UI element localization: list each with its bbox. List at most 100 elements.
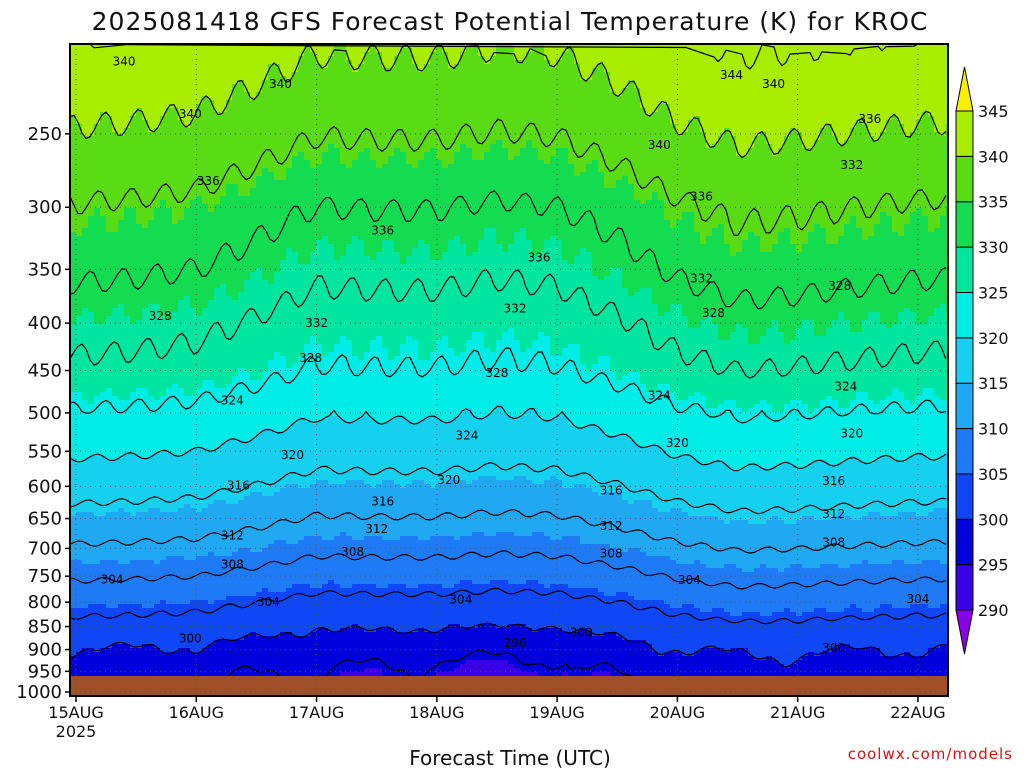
theta-cell <box>148 168 155 173</box>
theta-cell <box>448 52 455 57</box>
theta-cell <box>802 88 809 93</box>
theta-cell <box>634 152 641 157</box>
theta-cell <box>238 152 245 157</box>
theta-cell <box>202 72 209 77</box>
theta-cell <box>874 60 881 65</box>
theta-cell <box>574 112 581 117</box>
theta-cell <box>298 80 305 85</box>
theta-cell <box>712 64 719 69</box>
theta-cell <box>382 124 389 129</box>
theta-cell <box>790 136 797 141</box>
theta-cell <box>694 164 701 169</box>
theta-cell <box>562 100 569 105</box>
theta-cell <box>478 120 485 125</box>
theta-cell <box>892 176 899 181</box>
theta-cell <box>910 60 917 65</box>
theta-cell <box>688 172 695 177</box>
theta-cell <box>748 120 755 125</box>
theta-cell <box>400 156 407 161</box>
theta-cell <box>88 72 95 77</box>
theta-cell <box>94 176 101 181</box>
theta-cell <box>148 116 155 121</box>
theta-cell <box>940 52 947 57</box>
theta-cell <box>208 52 215 57</box>
theta-cell <box>394 96 401 101</box>
theta-cell <box>466 172 473 177</box>
theta-cell <box>172 136 179 141</box>
theta-cell <box>448 108 455 113</box>
theta-cell <box>388 156 395 161</box>
theta-cell <box>862 80 869 85</box>
theta-cell <box>946 140 953 145</box>
theta-cell <box>286 96 293 101</box>
theta-cell <box>76 68 83 73</box>
theta-cell <box>886 176 893 181</box>
theta-cell <box>88 112 95 117</box>
theta-cell <box>406 76 413 81</box>
theta-cell <box>166 156 173 161</box>
theta-cell <box>508 168 515 173</box>
theta-cell <box>172 176 179 181</box>
theta-cell <box>658 96 665 101</box>
theta-cell <box>790 72 797 77</box>
theta-cell <box>334 168 341 173</box>
theta-cell <box>916 88 923 93</box>
theta-cell <box>232 116 239 121</box>
theta-cell <box>778 72 785 77</box>
theta-cell <box>352 104 359 109</box>
theta-cell <box>250 72 257 77</box>
theta-cell <box>910 100 917 105</box>
theta-cell <box>226 60 233 65</box>
theta-cell <box>334 88 341 93</box>
theta-cell <box>346 116 353 121</box>
theta-cell <box>106 76 113 81</box>
theta-cell <box>184 48 191 53</box>
theta-cell <box>220 120 227 125</box>
theta-cell <box>934 136 941 141</box>
theta-cell <box>154 56 161 61</box>
theta-cell <box>628 108 635 113</box>
theta-cell <box>766 120 773 125</box>
theta-cell <box>106 172 113 177</box>
theta-cell <box>808 116 815 121</box>
theta-cell <box>562 156 569 161</box>
theta-cell <box>136 172 143 177</box>
theta-cell <box>280 108 287 113</box>
theta-cell <box>418 92 425 97</box>
theta-cell <box>736 116 743 121</box>
theta-cell <box>346 48 353 53</box>
theta-cell <box>232 124 239 129</box>
theta-cell <box>160 68 167 73</box>
theta-cell <box>292 160 299 165</box>
theta-cell <box>634 168 641 173</box>
theta-cell <box>274 120 281 125</box>
theta-cell <box>874 84 881 89</box>
theta-cell <box>214 156 221 161</box>
theta-cell <box>730 120 737 125</box>
theta-cell <box>550 168 557 173</box>
theta-cell <box>934 148 941 153</box>
theta-cell <box>598 48 605 53</box>
theta-cell <box>688 144 695 149</box>
theta-cell <box>478 172 485 177</box>
theta-cell <box>814 168 821 173</box>
theta-cell <box>622 116 629 121</box>
theta-cell <box>898 76 905 81</box>
theta-cell <box>802 60 809 65</box>
theta-cell <box>370 152 377 157</box>
theta-cell <box>226 88 233 93</box>
theta-cell <box>424 104 431 109</box>
theta-cell <box>820 96 827 101</box>
theta-cell <box>598 68 605 73</box>
theta-cell <box>268 168 275 173</box>
theta-cell <box>268 48 275 53</box>
theta-cell <box>880 96 887 101</box>
theta-cell <box>196 56 203 61</box>
theta-cell <box>184 176 191 181</box>
theta-cell <box>850 56 857 61</box>
theta-cell <box>298 156 305 161</box>
theta-cell <box>796 160 803 165</box>
theta-cell <box>154 104 161 109</box>
theta-cell <box>592 52 599 57</box>
theta-cell <box>928 144 935 149</box>
